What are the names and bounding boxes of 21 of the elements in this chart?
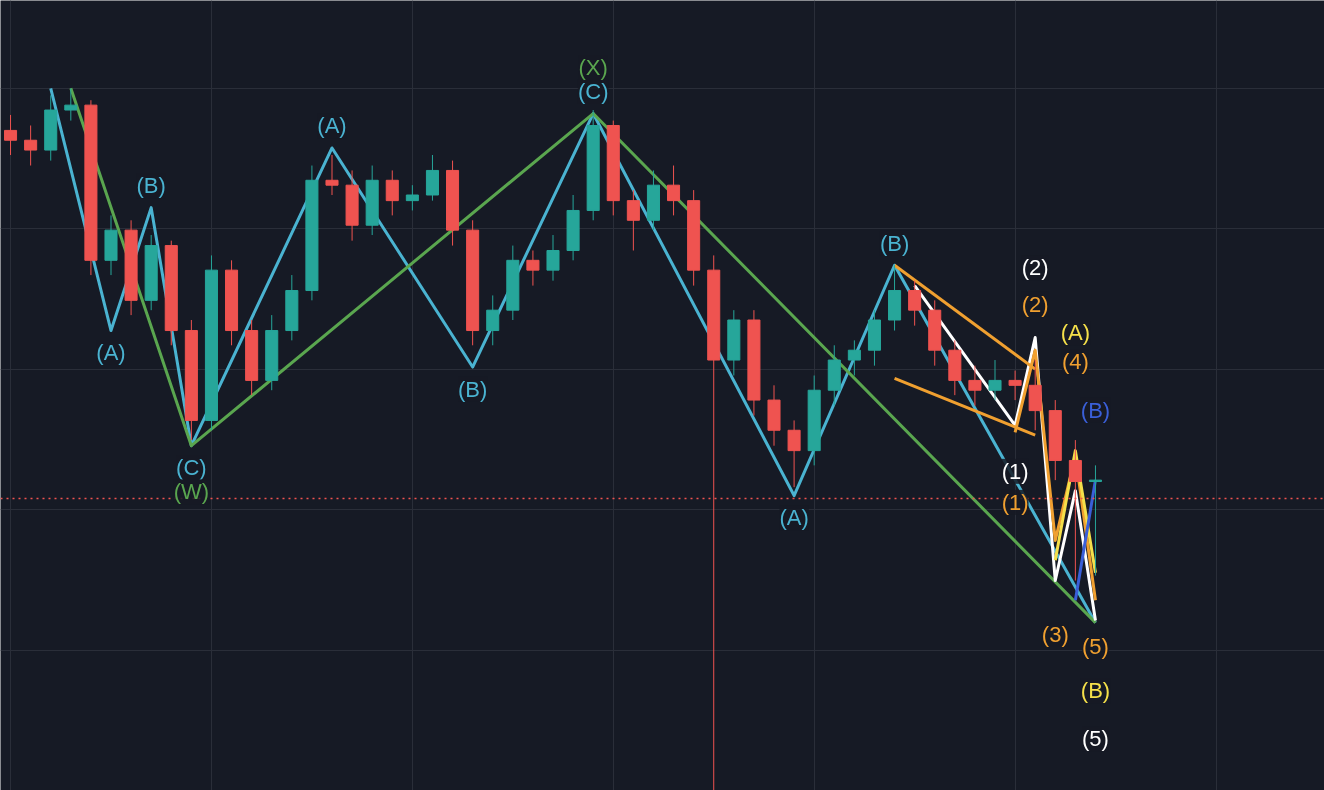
annotation: (B) [1080, 397, 1111, 423]
annotation: (C) [577, 79, 609, 105]
annotation: (1) [1001, 458, 1029, 484]
annotation: (B) [136, 173, 166, 199]
annotation: (1) [1001, 489, 1029, 515]
annotation: (C) [176, 455, 207, 481]
annotation: (5) [1082, 633, 1109, 659]
annotation: (A) [779, 505, 809, 531]
annotation: (B) [879, 230, 910, 256]
annotation: (5) [1082, 726, 1109, 752]
annotation: (W) [173, 479, 210, 505]
text: (X) [578, 55, 608, 81]
annotation: (A) [96, 340, 126, 366]
annotation: (B) [1080, 678, 1111, 704]
annotation: (3) [1041, 622, 1069, 648]
annotation: (B) [457, 376, 488, 402]
annotation: (A) [1060, 320, 1091, 346]
annotation: (2) [1021, 291, 1049, 317]
annotation: (4) [1061, 349, 1089, 375]
annotation: (A) [317, 113, 347, 139]
annotation: (2) [1021, 255, 1049, 281]
